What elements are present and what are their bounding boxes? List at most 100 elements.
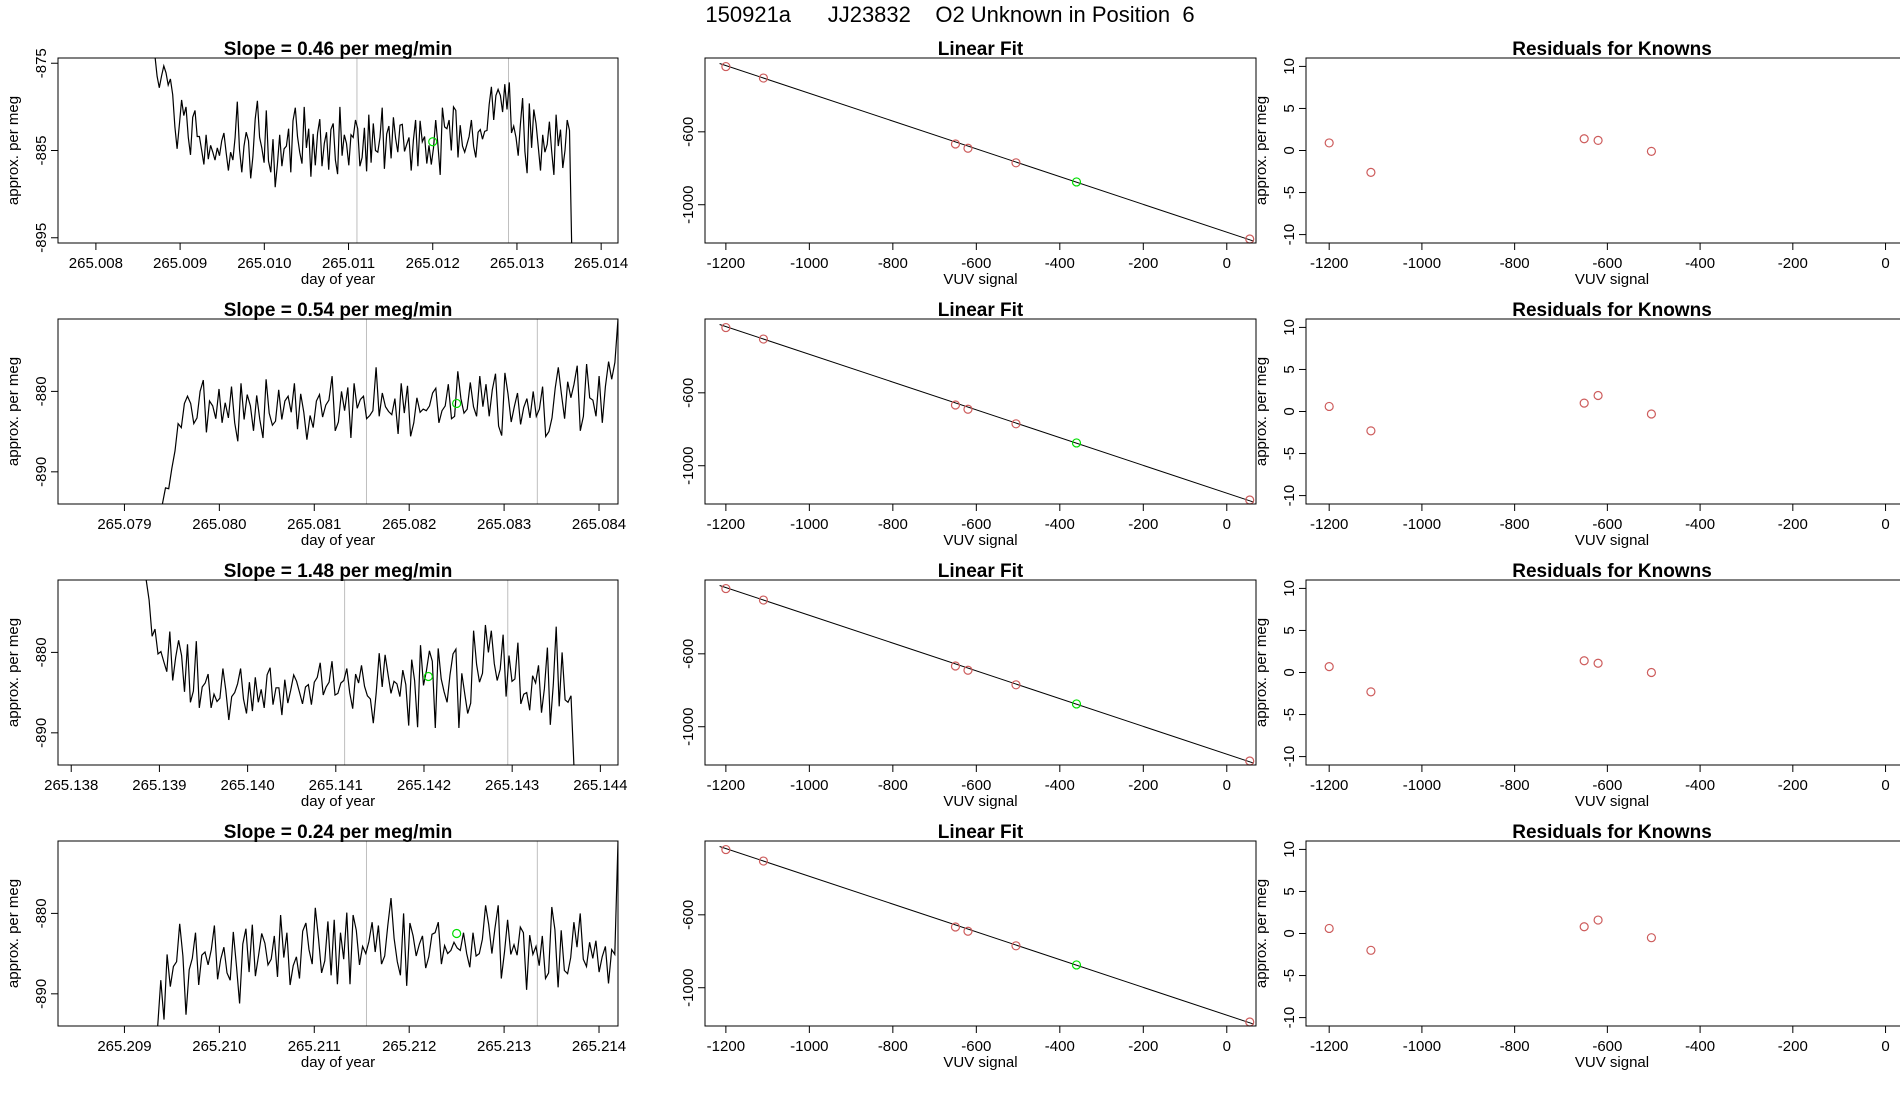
row1-timeseries-x-tick-label: 265.079 bbox=[97, 516, 151, 533]
row2-fit-x-tick-label: -600 bbox=[961, 777, 991, 794]
row0-residuals-x-tick-label: -400 bbox=[1685, 255, 1715, 272]
row1-residuals-x-tick-label: -400 bbox=[1685, 516, 1715, 533]
row0-residuals-y-tick-label: -5 bbox=[1281, 186, 1298, 199]
row3-residuals-title: Residuals for Knowns bbox=[1512, 822, 1712, 843]
row0-fit-x-tick-label: -800 bbox=[878, 255, 908, 272]
row3-residuals-x-tick-label: 0 bbox=[1881, 1038, 1889, 1055]
row1-residuals-y-tick-label: 5 bbox=[1281, 365, 1298, 373]
row2-timeseries-y-axis-label: approx. per meg bbox=[5, 618, 22, 727]
row3-residuals-y-tick-label: -10 bbox=[1281, 1007, 1298, 1029]
row0-residuals-x-tick-label: -600 bbox=[1592, 255, 1622, 272]
row2-fit-x-tick-label: -800 bbox=[878, 777, 908, 794]
row2-timeseries-trace-line bbox=[145, 580, 575, 765]
row1-residuals-x-tick-label: -800 bbox=[1500, 516, 1530, 533]
row2-residuals-known-point bbox=[1324, 662, 1334, 672]
row2-timeseries-y-tick-label: -890 bbox=[33, 718, 50, 748]
row1-timeseries-title: Slope = 0.54 per meg/min bbox=[224, 300, 453, 321]
row1-timeseries-x-tick-label: 265.083 bbox=[477, 516, 531, 533]
row2-fit-x-tick-label: 0 bbox=[1223, 777, 1231, 794]
row0-residuals-x-tick-label: -1000 bbox=[1403, 255, 1441, 272]
row0-timeseries-unknown-point bbox=[428, 137, 438, 147]
row2-timeseries-x-tick-label: 265.138 bbox=[44, 777, 98, 794]
row1-residuals-x-axis-label: VUV signal bbox=[1575, 532, 1649, 549]
row1-fit-x-tick-label: 0 bbox=[1223, 516, 1231, 533]
row1-fit-x-tick-label: -400 bbox=[1045, 516, 1075, 533]
row1-residuals-y-tick-label: 10 bbox=[1281, 319, 1298, 336]
row0-timeseries-x-axis-label: day of year bbox=[301, 271, 375, 288]
row2-timeseries-x-tick-label: 265.143 bbox=[485, 777, 539, 794]
row3-timeseries-y-tick-label: -890 bbox=[33, 979, 50, 1009]
row1-fit-x-tick-label: -1000 bbox=[790, 516, 828, 533]
row3-fit-x-tick-label: -800 bbox=[878, 1038, 908, 1055]
row1-residuals-y-axis-label: approx. per meg bbox=[1253, 357, 1270, 466]
row3-timeseries-x-tick-label: 265.209 bbox=[97, 1038, 151, 1055]
row3-fit-x-tick-label: -400 bbox=[1045, 1038, 1075, 1055]
row3-fit-title: Linear Fit bbox=[938, 822, 1024, 843]
row2-timeseries-x-tick-label: 265.142 bbox=[397, 777, 451, 794]
row1-fit-known-point bbox=[758, 334, 769, 344]
row3-fit-y-tick-label: -600 bbox=[680, 900, 697, 930]
row1-residuals-known-point bbox=[1593, 390, 1603, 401]
row0-fit-known-point bbox=[758, 73, 769, 83]
row0-residuals-x-tick-label: -200 bbox=[1778, 255, 1808, 272]
row3-fit-known-point bbox=[1011, 941, 1021, 951]
row2-fit-known-point bbox=[963, 665, 973, 675]
row2-timeseries-y-tick-label: -880 bbox=[33, 637, 50, 667]
row3-timeseries-trace-line bbox=[157, 841, 618, 1026]
row2-residuals-y-tick-label: -5 bbox=[1281, 708, 1298, 721]
row0-fit-y-tick-label: -1000 bbox=[680, 186, 697, 224]
row0-residuals-known-point bbox=[1366, 167, 1376, 177]
row1-residuals-plot-frame bbox=[1305, 318, 1900, 505]
row1-fit-x-tick-label: -200 bbox=[1128, 516, 1158, 533]
row1-timeseries-x-axis-label: day of year bbox=[301, 532, 375, 549]
row3-residuals-x-tick-label: -1200 bbox=[1310, 1038, 1348, 1055]
row1-residuals-known-point bbox=[1324, 401, 1334, 412]
row2-fit-x-tick-label: -1000 bbox=[790, 777, 828, 794]
row0-residuals-known-point bbox=[1593, 135, 1603, 146]
row3-residuals-x-axis-label: VUV signal bbox=[1575, 1054, 1649, 1071]
row1-fit-unknown-point bbox=[1071, 438, 1082, 448]
row1-residuals-x-tick-label: 0 bbox=[1881, 516, 1889, 533]
row1-timeseries-plot-frame bbox=[57, 318, 619, 505]
row2-residuals-plot-frame bbox=[1305, 579, 1900, 766]
row2-fit-fit-line bbox=[719, 584, 1255, 764]
row3-fit-fit-line bbox=[719, 845, 1255, 1025]
row2-residuals-known-point bbox=[1646, 667, 1657, 678]
row2-fit-y-tick-label: -600 bbox=[680, 639, 697, 669]
row3-fit-unknown-point bbox=[1071, 960, 1082, 970]
row2-fit-known-point bbox=[950, 661, 961, 671]
row1-timeseries-x-tick-label: 265.081 bbox=[287, 516, 341, 533]
row2-residuals-x-tick-label: -200 bbox=[1778, 777, 1808, 794]
row3-timeseries-title: Slope = 0.24 per meg/min bbox=[224, 822, 453, 843]
row0-residuals-known-point bbox=[1324, 138, 1334, 148]
row1-residuals-title: Residuals for Knowns bbox=[1512, 300, 1712, 321]
row3-fit-x-tick-label: 0 bbox=[1223, 1038, 1231, 1055]
row2-timeseries-unknown-point bbox=[423, 671, 433, 682]
row3-timeseries-plot-frame bbox=[57, 840, 619, 1027]
row3-timeseries-x-axis-label: day of year bbox=[301, 1054, 375, 1071]
row0-fit-known-point bbox=[1011, 158, 1021, 168]
row1-residuals-known-point bbox=[1646, 409, 1657, 419]
row0-residuals-y-axis-label: approx. per meg bbox=[1253, 96, 1270, 205]
row1-fit-x-tick-label: -600 bbox=[961, 516, 991, 533]
row3-residuals-y-tick-label: 0 bbox=[1281, 929, 1298, 937]
row1-timeseries-x-tick-label: 265.082 bbox=[382, 516, 436, 533]
row3-timeseries-x-tick-label: 265.210 bbox=[192, 1038, 246, 1055]
row0-residuals-plot-frame bbox=[1305, 57, 1900, 244]
row0-timeseries-y-tick-label: -895 bbox=[33, 223, 50, 253]
row0-residuals-known-point bbox=[1646, 146, 1657, 156]
row0-timeseries-x-tick-label: 265.009 bbox=[153, 255, 207, 272]
row0-timeseries-trace-line bbox=[154, 58, 573, 243]
row1-timeseries-y-tick-label: -880 bbox=[33, 376, 50, 406]
row0-fit-x-tick-label: -400 bbox=[1045, 255, 1075, 272]
row2-residuals-x-tick-label: -800 bbox=[1500, 777, 1530, 794]
row2-timeseries-plot-frame bbox=[57, 579, 619, 766]
row3-timeseries-x-tick-label: 265.211 bbox=[288, 1038, 341, 1055]
row2-timeseries-x-tick-label: 265.141 bbox=[309, 777, 363, 794]
row1-fit-known-point bbox=[950, 400, 961, 410]
row3-residuals-y-tick-label: 10 bbox=[1281, 841, 1298, 858]
row0-residuals-x-axis-label: VUV signal bbox=[1575, 271, 1649, 288]
row0-fit-known-point bbox=[963, 143, 973, 153]
row2-fit-x-axis-label: VUV signal bbox=[943, 793, 1017, 810]
